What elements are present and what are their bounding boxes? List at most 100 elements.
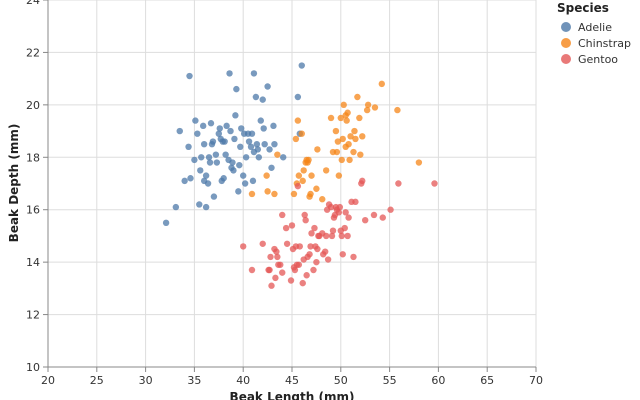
point-adelie <box>280 154 287 161</box>
point-gentoo <box>344 232 351 240</box>
point-chinstrap <box>350 148 357 156</box>
point-adelie <box>194 130 201 137</box>
x-tick-label: 25 <box>90 374 104 387</box>
point-chinstrap <box>333 148 341 156</box>
grid <box>47 0 537 368</box>
point-chinstrap <box>344 109 351 116</box>
point-gentoo <box>307 243 314 250</box>
x-tick-label: 35 <box>187 374 201 387</box>
point-adelie <box>204 180 212 187</box>
point-adelie <box>202 203 210 211</box>
point-gentoo <box>240 243 247 250</box>
point-adelie <box>294 93 302 101</box>
y-tick-label: 22 <box>26 46 40 59</box>
point-adelie <box>233 85 240 93</box>
point-chinstrap <box>335 172 343 179</box>
y-tick-label: 10 <box>26 361 40 374</box>
point-adelie <box>270 122 277 130</box>
point-gentoo <box>321 248 329 255</box>
point-gentoo <box>272 274 279 282</box>
point-adelie <box>236 161 243 169</box>
point-chinstrap <box>327 114 335 122</box>
point-chinstrap <box>337 114 344 122</box>
point-gentoo <box>279 211 286 219</box>
point-adelie <box>206 159 214 166</box>
point-adelie <box>196 201 203 208</box>
y-ticks: 10 12 14 16 18 20 22 24 <box>26 0 48 374</box>
x-tick-label: 70 <box>529 374 543 387</box>
point-gentoo <box>301 211 308 219</box>
point-adelie <box>176 127 183 135</box>
legend-swatch-chinstrap <box>561 38 571 48</box>
point-gentoo <box>336 203 344 211</box>
x-tick-label: 65 <box>480 374 494 387</box>
point-chinstrap <box>322 167 330 174</box>
point-adelie <box>260 125 267 132</box>
point-adelie <box>253 140 261 148</box>
point-gentoo <box>395 180 402 187</box>
point-adelie <box>247 143 255 150</box>
point-gentoo <box>273 248 280 255</box>
point-chinstrap <box>248 190 256 198</box>
point-gentoo <box>370 211 378 219</box>
point-adelie <box>181 177 188 185</box>
point-gentoo <box>341 224 348 232</box>
point-chinstrap <box>371 104 379 111</box>
point-chinstrap <box>342 143 349 150</box>
point-adelie <box>264 83 271 90</box>
point-adelie <box>250 70 258 77</box>
point-adelie <box>237 143 244 150</box>
point-gentoo <box>379 214 386 221</box>
point-adelie <box>199 122 207 130</box>
point-adelie <box>271 140 278 148</box>
point-gentoo <box>248 266 256 274</box>
point-gentoo <box>259 240 266 247</box>
legend-label-gentoo: Gentoo <box>578 53 618 66</box>
point-adelie <box>248 130 256 137</box>
point-adelie <box>257 117 264 124</box>
point-chinstrap <box>346 156 353 164</box>
point-chinstrap <box>415 159 423 166</box>
point-gentoo <box>308 230 315 237</box>
point-chinstrap <box>264 188 271 195</box>
point-gentoo <box>277 261 284 268</box>
x-tick-label: 40 <box>236 374 250 387</box>
point-chinstrap <box>299 177 306 185</box>
point-gentoo <box>339 251 346 258</box>
point-adelie <box>222 151 229 158</box>
legend-title: Species <box>557 1 609 15</box>
point-adelie <box>162 219 170 227</box>
point-adelie <box>205 154 213 161</box>
point-adelie <box>172 203 180 211</box>
point-gentoo <box>345 214 352 221</box>
point-adelie <box>220 175 227 182</box>
point-gentoo <box>302 217 309 224</box>
x-tick-label: 50 <box>334 374 348 387</box>
point-chinstrap <box>339 135 346 143</box>
point-gentoo <box>267 253 274 261</box>
point-chinstrap <box>263 172 270 179</box>
point-chinstrap <box>292 135 300 143</box>
point-gentoo <box>311 224 318 232</box>
point-adelie <box>226 70 233 77</box>
point-gentoo <box>274 253 281 261</box>
point-adelie <box>186 72 193 80</box>
point-adelie <box>227 127 234 135</box>
point-adelie <box>198 154 205 161</box>
legend-swatch-gentoo <box>561 54 571 64</box>
x-axis-title: Beak Length (mm) <box>230 390 355 400</box>
point-chinstrap <box>359 133 366 140</box>
point-gentoo <box>327 203 335 211</box>
legend-swatch-adelie <box>561 22 571 32</box>
point-gentoo <box>266 266 273 274</box>
point-gentoo <box>350 253 357 261</box>
point-adelie <box>266 146 273 153</box>
point-adelie <box>240 172 247 179</box>
point-adelie <box>229 159 236 166</box>
point-chinstrap <box>290 190 298 198</box>
point-gentoo <box>328 232 336 240</box>
point-adelie <box>197 167 204 174</box>
point-gentoo <box>329 227 337 234</box>
y-tick-label: 12 <box>26 309 40 322</box>
legend-label-adelie: Adelie <box>578 21 612 34</box>
